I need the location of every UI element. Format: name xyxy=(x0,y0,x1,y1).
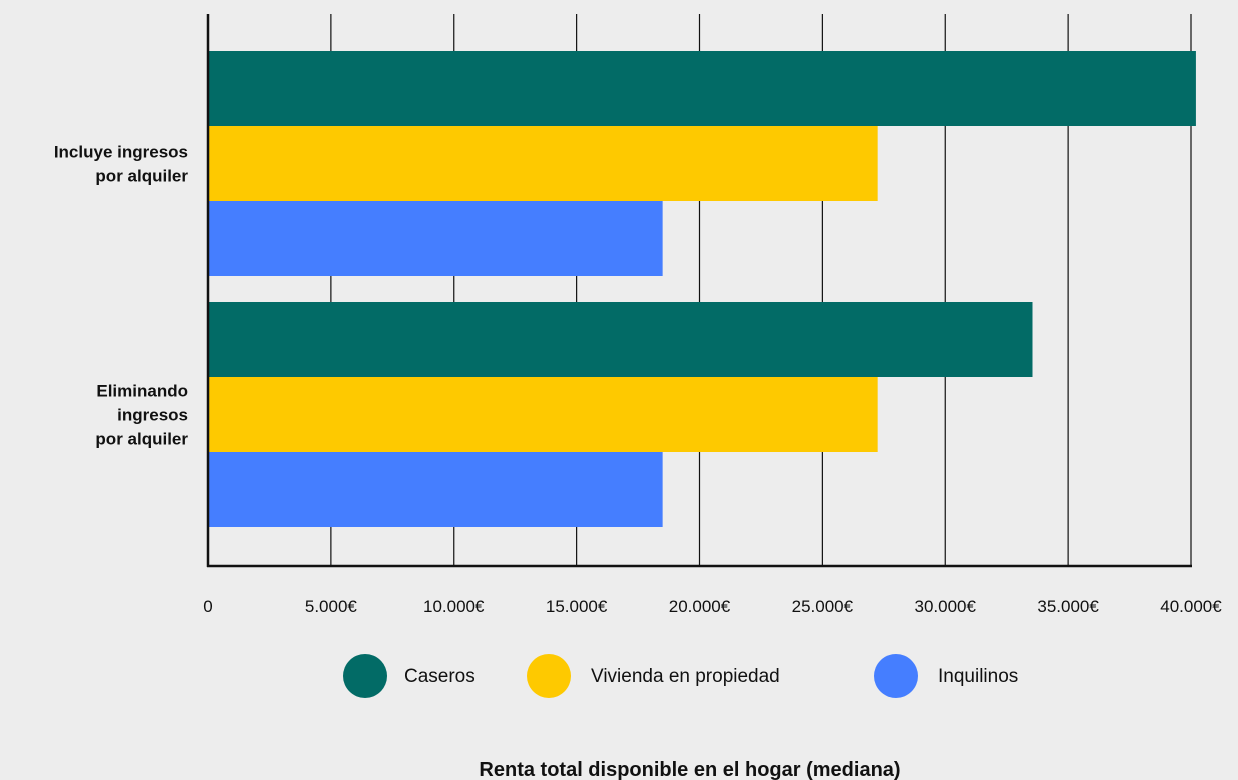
x-axis-title: Renta total disponible en el hogar (medi… xyxy=(479,759,900,780)
x-tick-label-5: 25.000€ xyxy=(792,597,854,616)
legend-label-2: Inquilinos xyxy=(938,666,1018,687)
legend-swatch-1 xyxy=(527,654,571,698)
category-labels: Incluye ingresos por alquiler Eliminando in… xyxy=(54,143,189,449)
bar-0-1 xyxy=(208,126,878,201)
legend-swatch-2 xyxy=(874,654,918,698)
category-label-line: Eliminando xyxy=(96,382,188,401)
x-tick-label-8: 40.000€ xyxy=(1160,597,1222,616)
category-label-line: Incluye ingresos xyxy=(54,143,188,162)
x-tick-label-6: 30.000€ xyxy=(915,597,977,616)
legend-label-0: Caseros xyxy=(404,666,475,687)
category-label-line: por alquiler xyxy=(95,430,188,449)
axes xyxy=(206,14,1192,568)
x-tick-labels: 0 5.000€ 10.000€ 15.000€ 20.000€ 25.000€ 30.00… xyxy=(203,597,1222,616)
x-tick-label-2: 10.000€ xyxy=(423,597,485,616)
x-tick-label-0: 0 xyxy=(203,597,212,616)
bars xyxy=(208,51,1196,527)
bar-1-1 xyxy=(208,377,878,452)
category-label-line: por alquiler xyxy=(95,167,188,186)
category-label-1: Eliminando ingresos por alquiler xyxy=(95,382,188,449)
x-tick-label-7: 35.000€ xyxy=(1037,597,1099,616)
x-tick-label-1: 5.000€ xyxy=(305,597,358,616)
legend-label-1: Vivienda en propiedad xyxy=(591,666,780,687)
x-tick-label-3: 15.000€ xyxy=(546,597,608,616)
category-label-0: Incluye ingresos por alquiler xyxy=(54,143,189,186)
category-label-line: ingresos xyxy=(117,406,188,425)
legend-swatch-0 xyxy=(343,654,387,698)
bar-0-2 xyxy=(208,201,663,276)
bar-1-0 xyxy=(208,302,1033,377)
bar-0-0 xyxy=(208,51,1196,126)
legend: Caseros Vivienda en propiedad Inquilinos xyxy=(343,654,1018,698)
x-tick-label-4: 20.000€ xyxy=(669,597,731,616)
bar-1-2 xyxy=(208,452,663,527)
